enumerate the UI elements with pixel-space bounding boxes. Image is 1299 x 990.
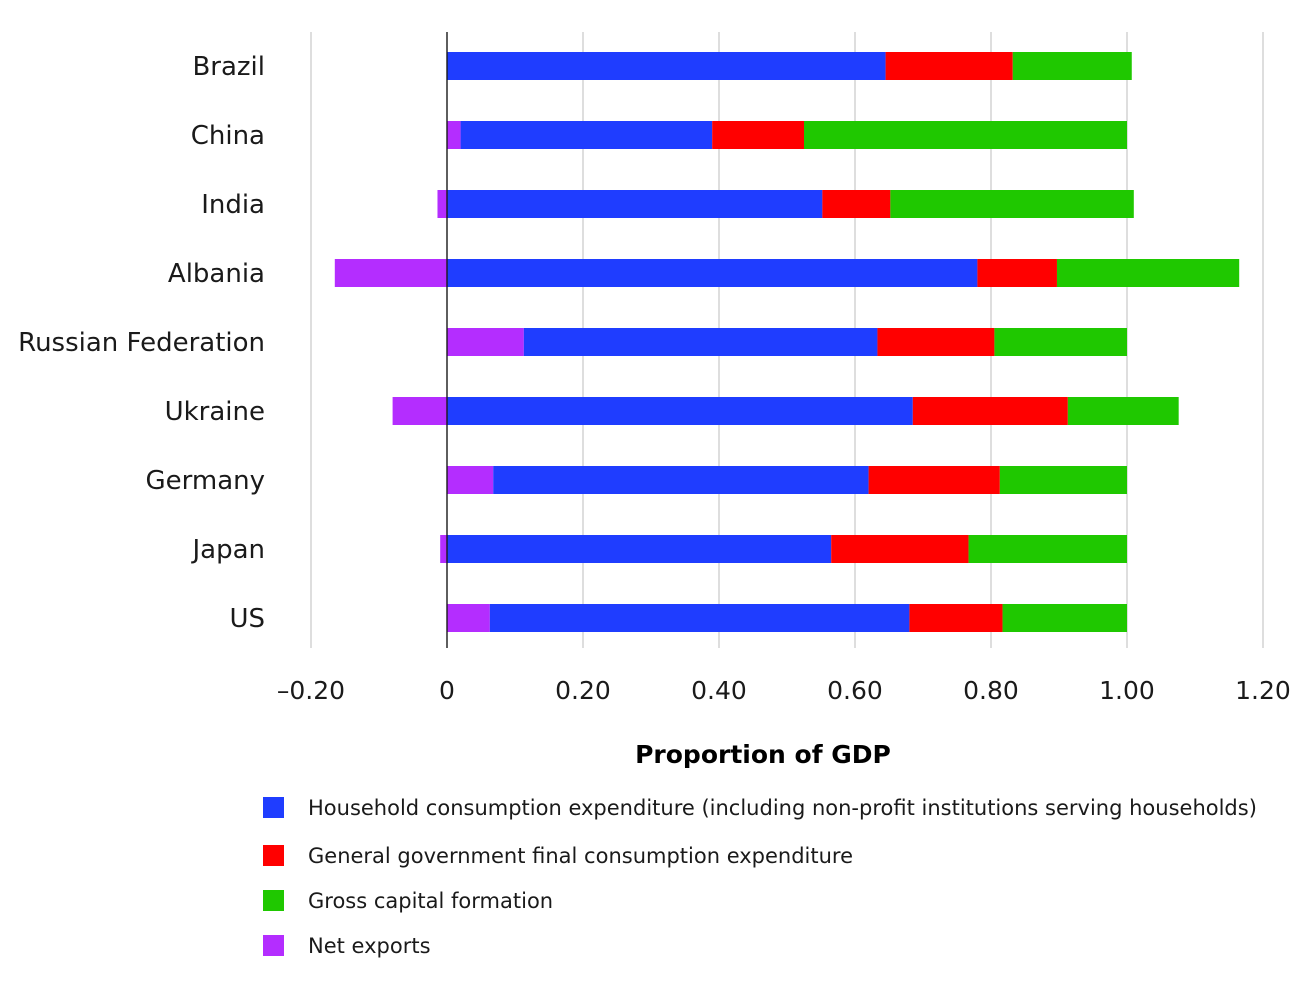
bar-household (447, 397, 913, 425)
category-label: Albania (168, 259, 265, 289)
category-label: Germany (145, 466, 265, 496)
bar-net-exports (447, 604, 490, 632)
legend-item: Gross capital formation (263, 889, 553, 913)
bar-capital (999, 466, 1127, 494)
bar-household (447, 190, 823, 218)
x-tick-label: 1.20 (1235, 676, 1291, 705)
bar-household (447, 259, 978, 287)
bar-capital (890, 190, 1134, 218)
bar-household (460, 121, 713, 149)
x-tick-label: –0.20 (277, 676, 345, 705)
bar-net-exports (440, 535, 447, 563)
bar-government (909, 604, 1003, 632)
x-tick-label: 0.80 (963, 676, 1019, 705)
x-axis-title: Proportion of GDP (635, 740, 891, 769)
legend-item: Net exports (263, 934, 431, 958)
bar-government (885, 52, 1013, 80)
x-tick-labels: –0.20 0 0.20 0.40 0.60 0.80 1.00 1.20 (277, 676, 1291, 705)
bar-household (493, 466, 869, 494)
bar-net-exports (447, 466, 494, 494)
category-labels: Brazil China India Albania Russian Federatio… (18, 52, 265, 634)
bar-government (822, 190, 891, 218)
category-label: Ukraine (165, 397, 265, 427)
legend-swatch (263, 890, 284, 911)
category-label: India (201, 190, 265, 220)
legend-label: General government final consumption exp… (308, 844, 853, 868)
bar-household (523, 328, 878, 356)
category-label: Brazil (192, 52, 265, 82)
bar-capital (1002, 604, 1127, 632)
bar-net-exports (447, 121, 461, 149)
bar-household (447, 52, 886, 80)
x-tick-label: 0 (439, 676, 455, 705)
legend-label: Household consumption expenditure (inclu… (308, 796, 1257, 820)
bar-net-exports (447, 328, 524, 356)
legend-item: Household consumption expenditure (inclu… (263, 796, 1257, 820)
bar-capital (1067, 397, 1179, 425)
x-tick-label: 1.00 (1099, 676, 1155, 705)
legend: Household consumption expenditure (inclu… (263, 796, 1257, 958)
category-label: China (191, 121, 265, 151)
bar-government (977, 259, 1057, 287)
x-tick-label: 0.20 (555, 676, 611, 705)
bar-government (868, 466, 1000, 494)
bar-capital (994, 328, 1127, 356)
legend-swatch (263, 935, 284, 956)
category-label: Japan (190, 535, 265, 565)
bar-capital (968, 535, 1127, 563)
bar-government (877, 328, 995, 356)
category-label: Russian Federation (18, 328, 265, 358)
legend-label: Net exports (308, 934, 431, 958)
bar-net-exports (334, 259, 447, 287)
bars (334, 52, 1240, 632)
x-tick-label: 0.60 (827, 676, 883, 705)
legend-label: Gross capital formation (308, 889, 553, 913)
bar-capital (1056, 259, 1240, 287)
bar-government (831, 535, 969, 563)
bar-household (489, 604, 910, 632)
x-tick-label: 0.40 (691, 676, 747, 705)
legend-swatch (263, 845, 284, 866)
bar-net-exports (437, 190, 447, 218)
bar-capital (1012, 52, 1132, 80)
legend-item: General government final consumption exp… (263, 844, 853, 868)
category-label: US (229, 604, 265, 634)
bar-capital (804, 121, 1127, 149)
bar-household (447, 535, 832, 563)
bar-net-exports (392, 397, 447, 425)
legend-swatch (263, 797, 284, 818)
bar-government (712, 121, 804, 149)
bar-government (912, 397, 1068, 425)
